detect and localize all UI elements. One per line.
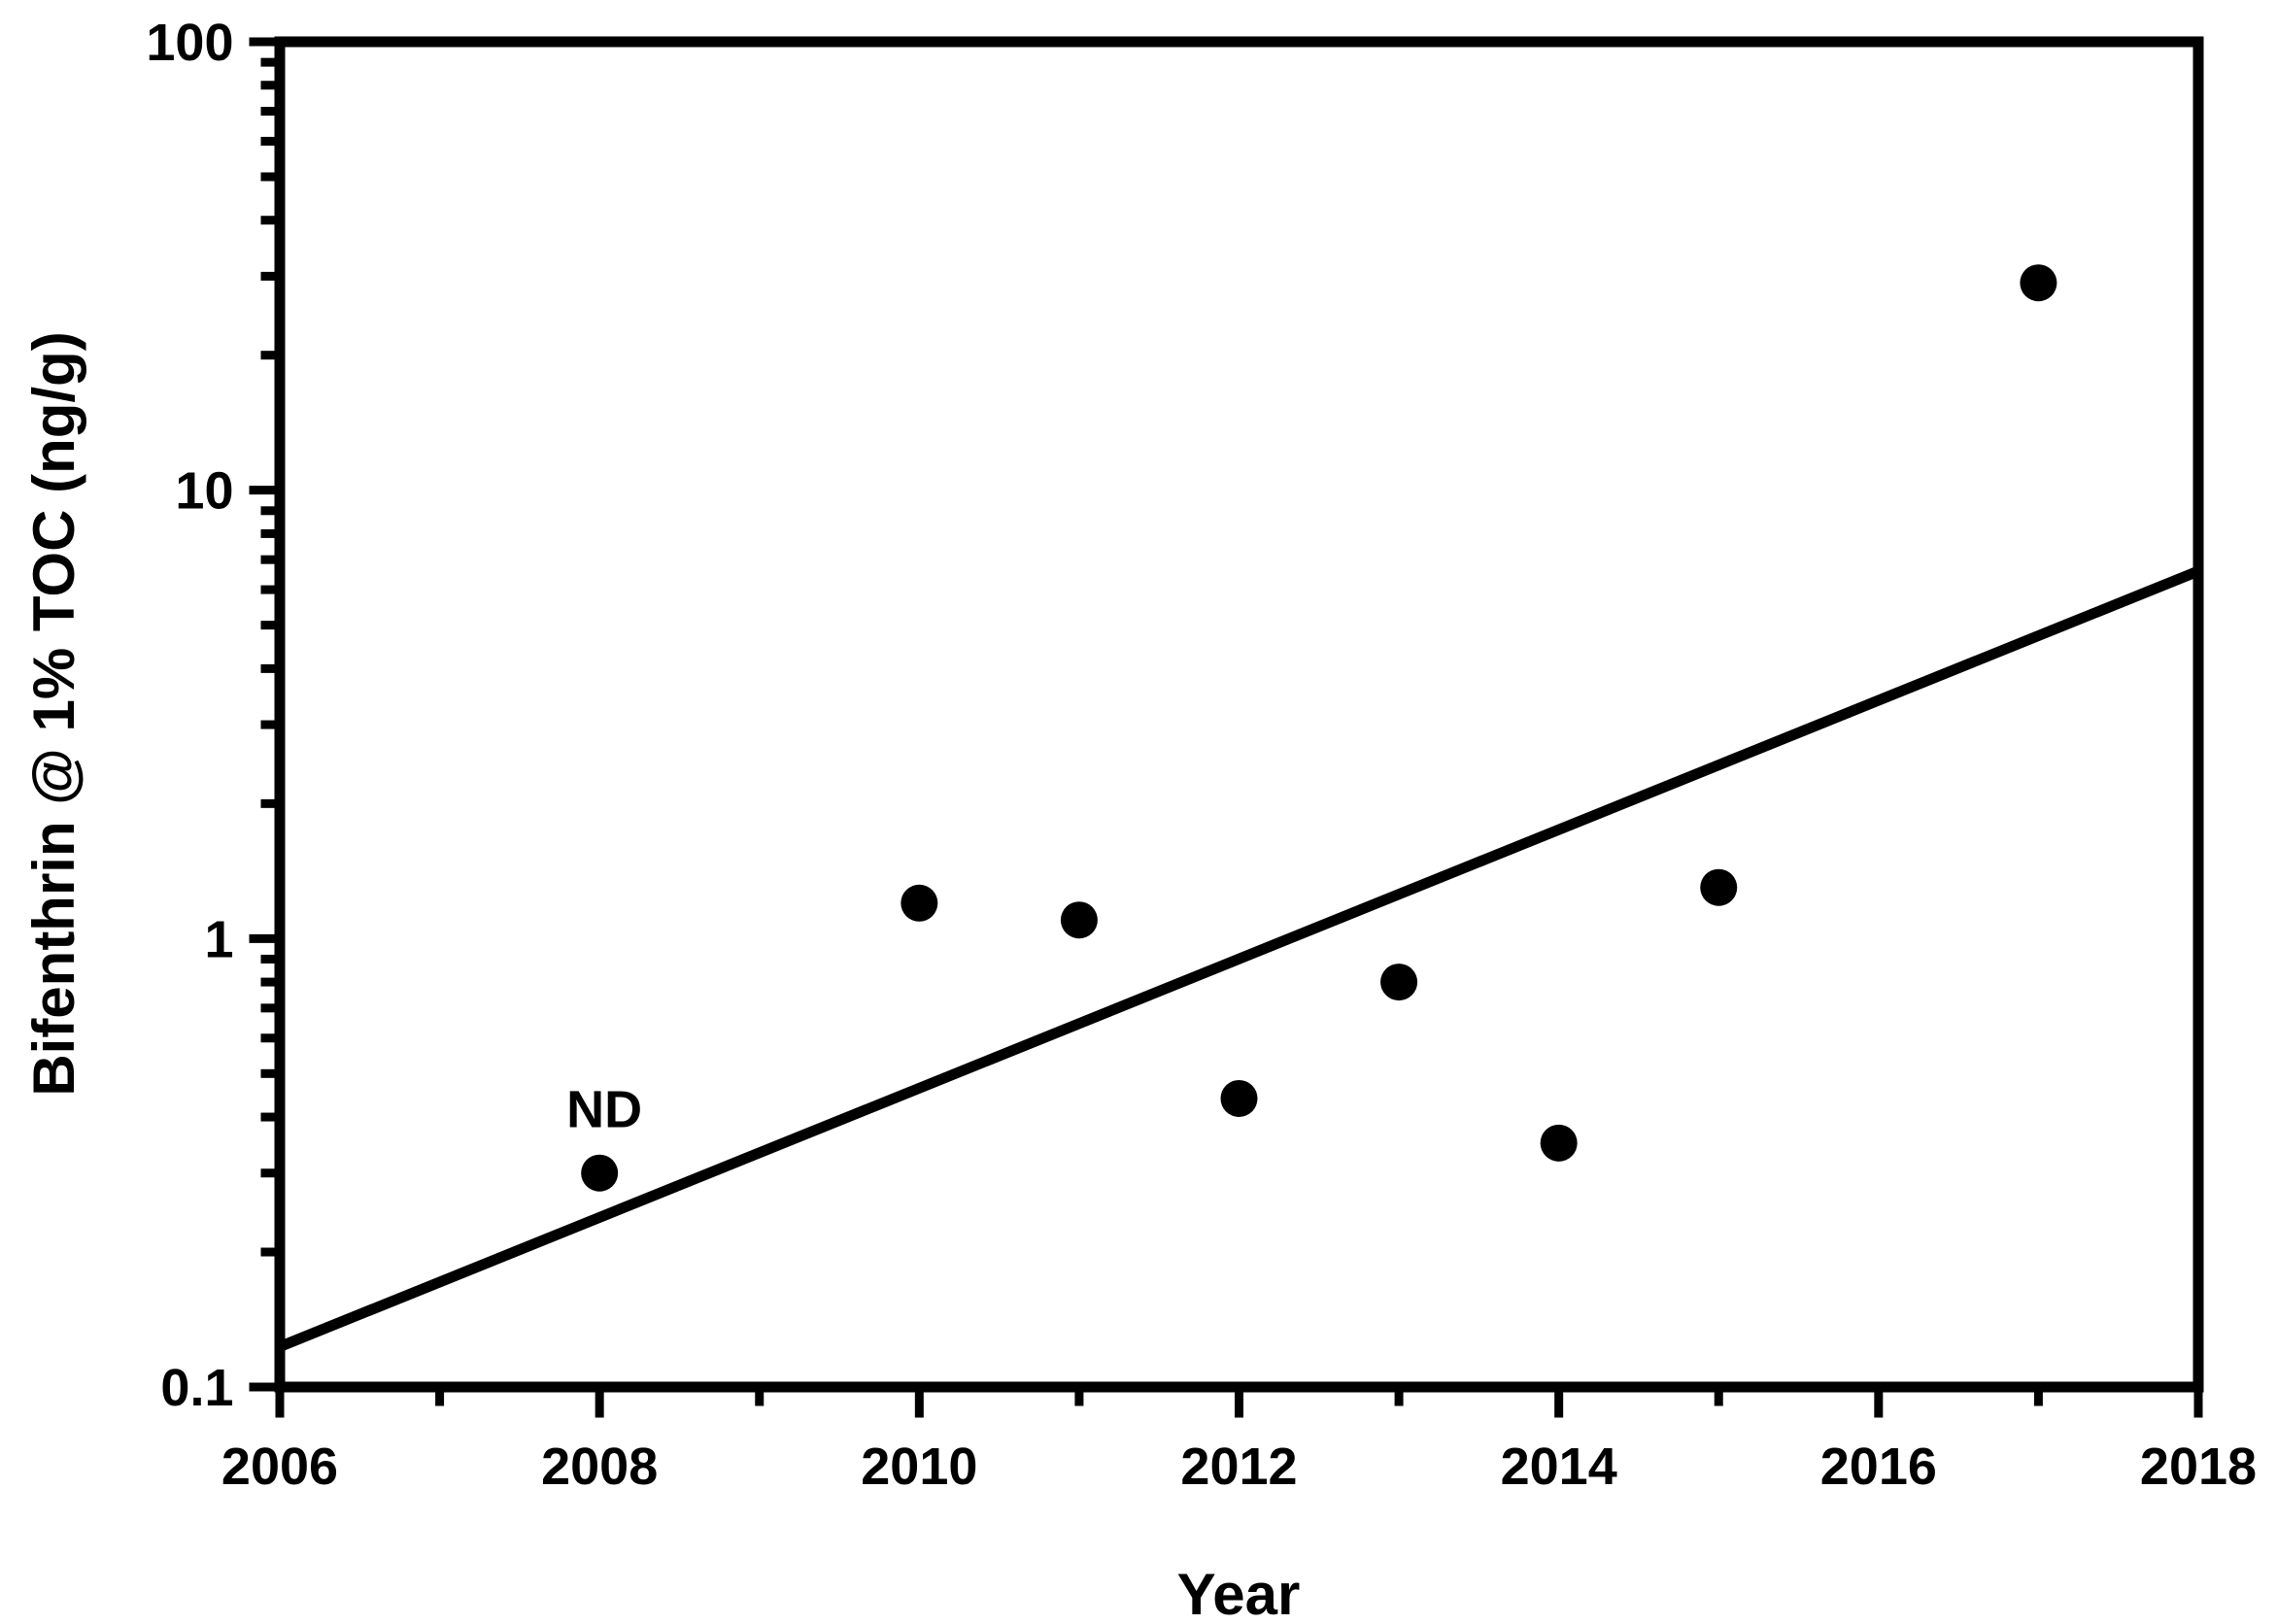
trend-line bbox=[277, 565, 2201, 1352]
y-tick-label: 100 bbox=[146, 14, 233, 72]
x-tick-label: 2006 bbox=[221, 1438, 338, 1496]
x-tick-label: 2008 bbox=[541, 1438, 658, 1496]
y-tick-label: 0.1 bbox=[160, 1359, 233, 1417]
data-point bbox=[1540, 1124, 1578, 1162]
axis-frame bbox=[274, 36, 2204, 1393]
x-tick-label: 2012 bbox=[1180, 1438, 1297, 1496]
data-point bbox=[901, 884, 938, 922]
x-tick-label: 2014 bbox=[1501, 1438, 1617, 1496]
data-point bbox=[581, 1154, 619, 1192]
data-point bbox=[1380, 964, 1418, 1001]
y-tick-label: 1 bbox=[204, 910, 233, 968]
y-axis-title: Bifenthrin @ 1% TOC (ng/g) bbox=[21, 331, 86, 1096]
x-axis-title: Year bbox=[1177, 1562, 1301, 1624]
data-point bbox=[1220, 1079, 1258, 1117]
data-point bbox=[2020, 264, 2057, 302]
x-tick-label: 2018 bbox=[2140, 1438, 2257, 1496]
x-tick-label: 2016 bbox=[1820, 1438, 1937, 1496]
data-point bbox=[1060, 901, 1098, 939]
point-label-nd: ND bbox=[566, 1081, 642, 1139]
x-tick-label: 2010 bbox=[861, 1438, 977, 1496]
plot-area: 2006 2008 2010 2012 2014 2016 2018 0.1 1 10 100 ND bbox=[146, 14, 2257, 1496]
data-point bbox=[1700, 868, 1738, 906]
y-tick-label: 10 bbox=[175, 462, 233, 521]
